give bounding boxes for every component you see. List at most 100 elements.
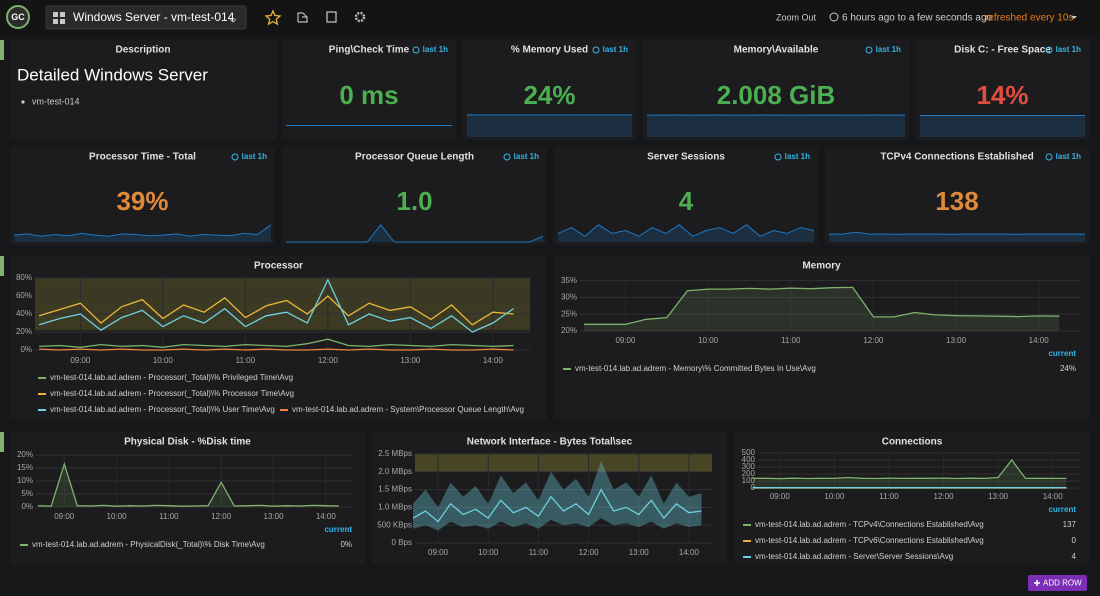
x-tick-label: 12:00 xyxy=(579,548,600,557)
panel xyxy=(10,432,365,565)
panel xyxy=(916,40,1089,140)
panel xyxy=(282,147,547,245)
stat-value: 0 ms xyxy=(339,80,398,110)
panel-title: Description xyxy=(115,45,170,56)
panel xyxy=(463,40,636,140)
y-tick-label: 20% xyxy=(17,450,33,459)
y-tick-label: 400 xyxy=(742,455,756,464)
legend-current: 24% xyxy=(1060,364,1076,373)
legend-label[interactable]: vm-test-014.lab.ad.adrem - System\Proces… xyxy=(292,405,524,414)
y-tick-label: 80% xyxy=(16,273,32,282)
row-marker[interactable] xyxy=(0,40,4,60)
sparkline-area xyxy=(467,114,632,137)
sparkline-area xyxy=(647,115,905,137)
legend-label[interactable]: vm-test-014.lab.ad.adrem - Server\Server… xyxy=(755,552,953,561)
bullet xyxy=(21,100,25,104)
time-info: last 1h xyxy=(1056,152,1081,161)
legend-label[interactable]: vm-test-014.lab.ad.adrem - TCPv6\Connect… xyxy=(755,536,984,545)
refresh-info[interactable]: refreshed every 10s xyxy=(985,13,1073,24)
y-tick-label: 0% xyxy=(21,502,33,511)
x-tick-label: 10:00 xyxy=(698,336,719,345)
legend-label[interactable]: vm-test-014.lab.ad.adrem - PhysicalDisk(… xyxy=(32,540,265,549)
y-tick-label: 15% xyxy=(17,463,33,472)
dashboard-picker[interactable] xyxy=(45,5,247,30)
star-button[interactable] xyxy=(264,9,282,26)
dashboard-title: Windows Server - vm-test-014 xyxy=(73,10,235,24)
y-tick-label: 30% xyxy=(561,293,577,302)
sparkline xyxy=(286,223,544,243)
panel-title: % Memory Used xyxy=(511,45,588,56)
clock-icon xyxy=(1045,153,1053,161)
clock-icon xyxy=(503,153,511,161)
panel-title: Memory xyxy=(802,261,841,272)
y-tick-label: 300 xyxy=(742,462,756,471)
x-tick-label: 14:00 xyxy=(1043,492,1064,501)
row-marker[interactable] xyxy=(0,256,4,276)
logo[interactable] xyxy=(6,5,30,29)
sparkline xyxy=(13,224,272,237)
x-tick-label: 14:00 xyxy=(1029,336,1050,345)
legend-label[interactable]: vm-test-014.lab.ad.adrem - Processor(_To… xyxy=(50,373,293,382)
save-button[interactable] xyxy=(326,11,337,23)
series-area xyxy=(38,464,339,507)
caret xyxy=(229,18,237,23)
panel-title: Disk C: - Free Space xyxy=(954,45,1051,56)
y-tick-label: 35% xyxy=(561,276,577,285)
zoom-out[interactable]: Zoom Out xyxy=(776,12,817,22)
sparkline xyxy=(829,231,1085,235)
stat-value: 1.0 xyxy=(396,186,432,216)
legend-label[interactable]: vm-test-014.lab.ad.adrem - TCPv4\Connect… xyxy=(755,520,984,529)
legend-current: 0% xyxy=(340,540,352,549)
x-tick-label: 13:00 xyxy=(400,356,421,365)
row-marker[interactable] xyxy=(0,432,4,452)
x-tick-label: 11:00 xyxy=(781,336,801,345)
x-tick-label: 13:00 xyxy=(264,512,285,521)
grid-icon xyxy=(53,12,65,24)
range-band xyxy=(413,461,702,531)
legend-label[interactable]: vm-test-014.lab.ad.adrem - Processor(_To… xyxy=(50,405,275,414)
panel xyxy=(643,40,909,140)
description-item: vm-test-014 xyxy=(32,96,80,106)
series-area xyxy=(584,287,1060,331)
y-tick-label: 20% xyxy=(561,326,577,335)
y-tick-label: 60% xyxy=(16,291,32,300)
x-tick-label: 10:00 xyxy=(478,548,499,557)
panel-title: Processor Queue Length xyxy=(355,152,474,163)
sparkline xyxy=(557,224,815,237)
y-tick-label: 2.5 MBps xyxy=(378,449,412,458)
settings-button[interactable] xyxy=(354,11,366,23)
add-row-button[interactable] xyxy=(1028,575,1087,591)
legend-current: 0 xyxy=(1072,536,1077,545)
x-tick-label: 14:00 xyxy=(316,512,337,521)
panel-title: Processor xyxy=(254,261,303,272)
threshold-band xyxy=(415,454,712,472)
panel xyxy=(825,147,1089,245)
clock-icon xyxy=(592,46,600,54)
y-tick-label: 500 xyxy=(742,448,756,457)
y-tick-label: 0 Bps xyxy=(392,538,412,547)
legend-label[interactable]: vm-test-014.lab.ad.adrem - Memory\% Comm… xyxy=(575,364,816,373)
legend-header: current xyxy=(324,525,352,534)
x-tick-label: 12:00 xyxy=(934,492,955,501)
x-tick-label: 11:00 xyxy=(529,548,549,557)
y-tick-label: 25% xyxy=(561,309,577,318)
time-info: last 1h xyxy=(242,152,267,161)
time-info: last 1h xyxy=(876,45,901,54)
panel xyxy=(554,147,818,245)
y-tick-label: 1.5 MBps xyxy=(378,485,412,494)
panel-title: Physical Disk - %Disk time xyxy=(124,437,251,448)
x-tick-label: 14:00 xyxy=(483,356,504,365)
time-info: last 1h xyxy=(423,45,448,54)
sparkline-area xyxy=(14,224,271,242)
x-tick-label: 13:00 xyxy=(946,336,967,345)
sparkline-area xyxy=(920,115,1085,137)
stat-value: 39% xyxy=(116,186,168,216)
x-tick-label: 13:00 xyxy=(988,492,1009,501)
panel xyxy=(10,256,547,420)
y-tick-label: 200 xyxy=(742,469,756,478)
share-button[interactable] xyxy=(297,12,308,23)
legend-label[interactable]: vm-test-014.lab.ad.adrem - Processor(_To… xyxy=(50,389,294,398)
y-tick-label: 1.0 MBps xyxy=(378,503,412,512)
y-tick-label: 5% xyxy=(21,489,33,498)
time-range[interactable]: 6 hours ago to a few seconds ago xyxy=(842,13,993,24)
